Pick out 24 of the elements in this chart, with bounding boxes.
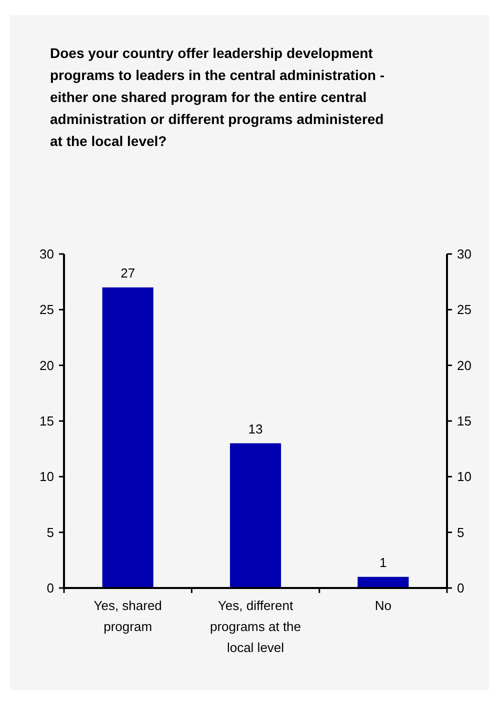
bar [102,287,154,588]
y2-tick-label: 0 [457,580,464,596]
y-tick-label: 0 [46,580,54,596]
y-tick-label: 5 [46,524,54,540]
y2-tick-label: 20 [457,358,472,373]
data-label: 1 [380,554,387,570]
x-tick-label: Yes, different programs at the local level [210,598,302,655]
y2-tick-label: 10 [457,469,472,484]
y-tick-label: 10 [40,469,54,484]
y-tick-label: 30 [40,246,54,262]
y2-tick-label: 25 [457,302,472,318]
x-tick-label: Yes, shared program [94,598,162,634]
chart-title: Does your country offer leadership development programs to leaders in the central administration - either one shared program for the entire central administration or different programs administered at the local level? [50,44,385,151]
bar [230,443,282,588]
data-label: 13 [248,421,263,436]
y2-tick-label: 15 [457,414,472,429]
data-label: 27 [120,265,136,280]
y-tick-label: 20 [40,358,54,373]
y-tick-label: 15 [40,414,54,429]
y2-tick-label: 30 [457,246,472,262]
y-tick-label: 25 [40,302,54,318]
y2-tick-label: 5 [457,524,464,540]
bar [358,576,409,588]
x-tick-label: No [374,598,392,613]
